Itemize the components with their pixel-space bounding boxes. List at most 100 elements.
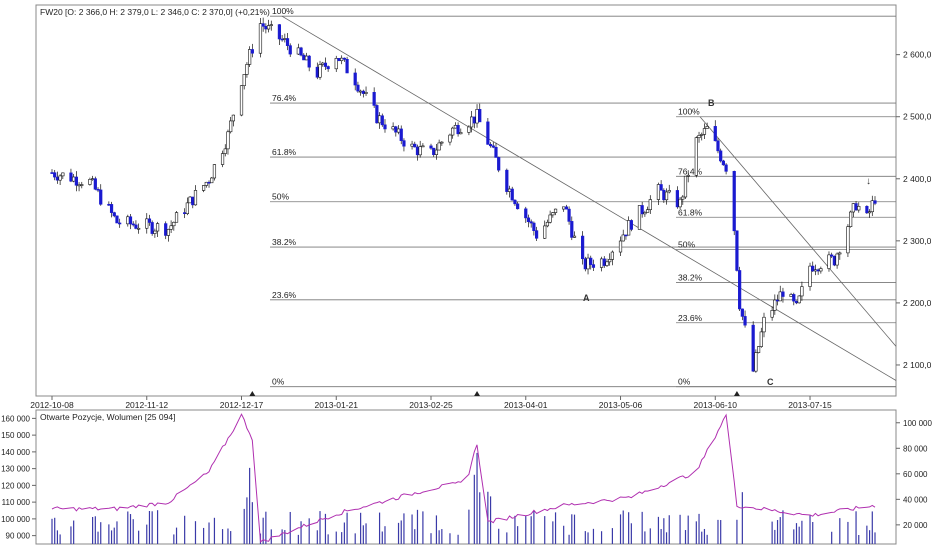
candle-body — [792, 294, 796, 302]
wave-label-b: B — [708, 98, 715, 108]
candle-body — [467, 126, 471, 133]
candle-body — [413, 143, 417, 148]
candle-body — [637, 205, 642, 230]
candle-body — [543, 225, 547, 239]
candle-body — [183, 212, 187, 215]
vol-y-tick-label: 40 000 — [903, 495, 928, 504]
candle-body — [77, 184, 81, 187]
candle-body — [188, 196, 192, 204]
candle-body — [145, 218, 149, 229]
candle-body — [323, 62, 328, 67]
candle-body — [391, 126, 395, 130]
candle-body — [166, 229, 171, 236]
candle-body — [229, 120, 233, 133]
oi-y-tick-label: 120 000 — [1, 481, 30, 490]
candle-body — [223, 148, 227, 154]
candle-body — [421, 145, 425, 148]
candle-body — [667, 190, 671, 193]
candle-body — [762, 316, 766, 333]
oi-y-tick-label: 130 000 — [1, 465, 30, 474]
candle-body — [775, 299, 780, 302]
vol-y-tick-label: 100 000 — [903, 419, 932, 428]
candle-body — [375, 105, 379, 124]
candle-body — [778, 291, 782, 302]
candle-body — [58, 175, 62, 181]
candle-body — [586, 257, 590, 270]
candle-body — [399, 128, 403, 141]
candle-body — [548, 214, 552, 223]
candle-body — [131, 223, 135, 226]
candle-body — [488, 144, 493, 147]
candle-body — [846, 226, 850, 254]
fib-levels-left: 100% 76.4% 61.8% 50% 38.2% 23.6% 0% — [270, 6, 896, 388]
candle-body — [361, 90, 365, 94]
candle-body — [770, 310, 774, 318]
candle-body — [719, 150, 723, 162]
candle-body — [627, 220, 631, 236]
candle-body — [794, 300, 799, 304]
price-chart-title: FW20 [O: 2 366,0 H: 2 379,0 L: 2 346,0 C… — [40, 7, 270, 17]
candle-body — [838, 252, 842, 255]
candle-body — [372, 92, 376, 106]
date-x-tick-label: 2012-10-08 — [30, 400, 74, 410]
candle-body — [678, 198, 682, 208]
candle-body — [245, 64, 249, 75]
candle-body — [258, 23, 263, 54]
candle-body — [648, 199, 652, 210]
candle-body — [226, 131, 230, 150]
candle-body — [562, 206, 566, 210]
wave-label-c: C — [767, 377, 774, 387]
candle-body — [288, 45, 292, 55]
candle-body — [353, 72, 357, 86]
fib-right-label: 38.2% — [678, 272, 703, 282]
fib-left-label: 50% — [272, 192, 289, 202]
candle-body — [440, 141, 444, 144]
candle-body — [185, 202, 189, 215]
candle-body — [759, 331, 763, 347]
date-x-tick-label: 2013-01-21 — [315, 400, 359, 410]
candle-body — [337, 58, 341, 62]
candle-body — [112, 212, 116, 217]
candle-body — [681, 196, 685, 200]
candle-body — [220, 153, 225, 165]
candle-body — [675, 190, 679, 208]
candle-body — [773, 299, 777, 311]
price-y-tick-label: 2 100,0 — [903, 360, 932, 370]
candle-body — [683, 175, 688, 198]
date-x-tick-label: 2013-04-01 — [504, 400, 548, 410]
price-y-tick-label: 2 200,0 — [903, 298, 932, 308]
candle-body — [342, 57, 346, 60]
candle-body — [534, 230, 539, 239]
oi-y-tick-label: 140 000 — [1, 448, 30, 457]
candle-body — [605, 261, 609, 266]
candle-body — [705, 126, 709, 129]
candle-body — [383, 124, 387, 130]
candle-body — [266, 25, 271, 30]
candle-body — [261, 23, 265, 27]
candle-body — [610, 251, 614, 260]
candle-body — [732, 171, 736, 232]
candle-body — [307, 55, 311, 68]
candle-body — [510, 188, 514, 201]
candle-body — [315, 66, 319, 78]
candle-body — [497, 157, 501, 171]
vol-y-tick-label: 20 000 — [903, 521, 928, 530]
candle-body — [873, 200, 877, 204]
candle-body — [700, 134, 704, 136]
candle-body — [55, 176, 60, 181]
candle-body — [645, 209, 650, 213]
candle-body — [529, 221, 533, 224]
candle-body — [231, 114, 235, 122]
candle-body — [581, 235, 585, 260]
candle-body — [813, 269, 818, 272]
candle-body — [96, 188, 100, 191]
candle-body — [478, 109, 482, 123]
oi-y-tick-label: 100 000 — [1, 515, 30, 524]
candle-body — [174, 212, 179, 223]
volume-axis: 20 000 40 000 60 000 80 000 100 000 — [896, 419, 932, 530]
candle-body — [74, 176, 78, 186]
fib-left-label: 38.2% — [272, 237, 297, 247]
candle-body — [250, 49, 254, 54]
candle-body — [857, 206, 861, 211]
